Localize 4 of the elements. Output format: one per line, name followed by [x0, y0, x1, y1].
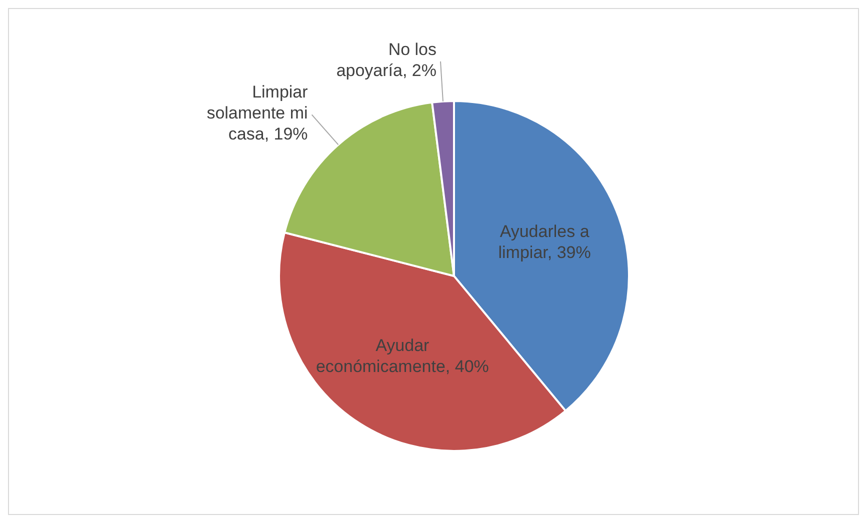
slice-label: No los apoyaría, 2% [336, 40, 436, 80]
slice-label: Ayudar económicamente, 40% [316, 336, 489, 376]
slice-label: Ayudarles a limpiar, 39% [498, 222, 591, 262]
slice-label: Limpiar solamente mi casa, 19% [206, 83, 308, 144]
